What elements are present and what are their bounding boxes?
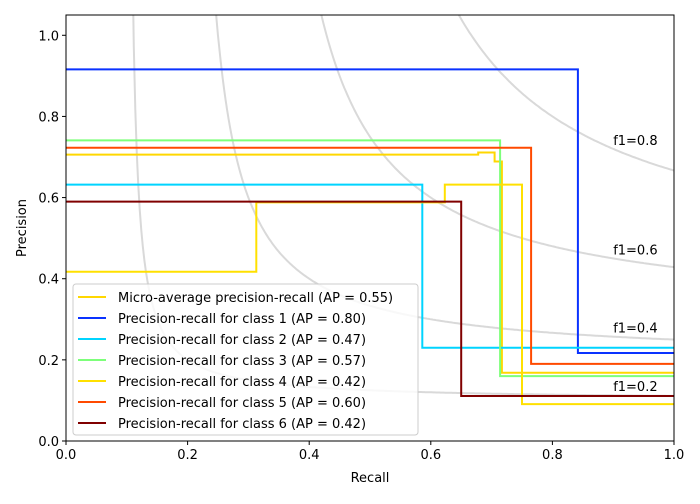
y-tick-label: 0.8	[38, 110, 59, 125]
y-tick-label: 0.2	[38, 354, 59, 369]
series-line-6	[66, 200, 674, 397]
iso-f1-label: f1=0.2	[613, 380, 657, 395]
y-tick-label: 1.0	[38, 29, 59, 44]
x-tick-label: 0.6	[420, 448, 441, 463]
y-axis-label: Precision	[15, 199, 30, 257]
x-tick-label: 0.2	[177, 448, 198, 463]
legend-entry: Micro-average precision-recall (AP = 0.5…	[118, 291, 393, 306]
series-line-0	[66, 151, 674, 374]
x-tick-label: 1.0	[664, 448, 685, 463]
iso-f1-curve	[457, 15, 674, 172]
y-tick-label: 0.4	[38, 273, 59, 288]
series-line-3	[66, 139, 674, 378]
legend: Micro-average precision-recall (AP = 0.5…	[72, 283, 419, 436]
y-axis-ticks: 0.0 0.2 0.4 0.6 0.8 1.0	[38, 29, 66, 450]
iso-f1-curve	[320, 15, 674, 269]
series-line-4	[66, 183, 674, 406]
series-lines	[66, 68, 674, 406]
plot-frame	[65, 14, 675, 442]
legend-box	[72, 283, 419, 436]
series-line-5	[66, 146, 674, 365]
iso-f1-curve	[215, 15, 674, 341]
legend-entry: Precision-recall for class 6 (AP = 0.42)	[118, 417, 366, 432]
legend-entry: Precision-recall for class 5 (AP = 0.60)	[118, 396, 366, 411]
x-tick-label: 0.8	[542, 448, 563, 463]
y-tick-label: 0.0	[38, 435, 59, 450]
iso-f1-label: f1=0.8	[613, 134, 657, 149]
series-line-2	[66, 183, 674, 349]
y-tick-label: 0.6	[38, 192, 59, 207]
x-axis-label: Recall	[351, 471, 390, 486]
iso-f1-label: f1=0.6	[613, 243, 657, 258]
legend-entry: Precision-recall for class 2 (AP = 0.47)	[118, 333, 366, 348]
iso-f1-labels: f1=0.2 f1=0.4 f1=0.6 f1=0.8	[613, 134, 657, 395]
series-line-1	[66, 68, 674, 354]
iso-f1-label: f1=0.4	[613, 322, 657, 337]
legend-entry: Precision-recall for class 1 (AP = 0.80)	[118, 312, 366, 327]
x-axis-ticks: 0.0 0.2 0.4 0.6 0.8 1.0	[56, 441, 685, 463]
legend-entry: Precision-recall for class 3 (AP = 0.57)	[118, 354, 366, 369]
legend-entry: Precision-recall for class 4 (AP = 0.42)	[118, 375, 366, 390]
x-tick-label: 0.4	[299, 448, 320, 463]
x-tick-label: 0.0	[56, 448, 77, 463]
